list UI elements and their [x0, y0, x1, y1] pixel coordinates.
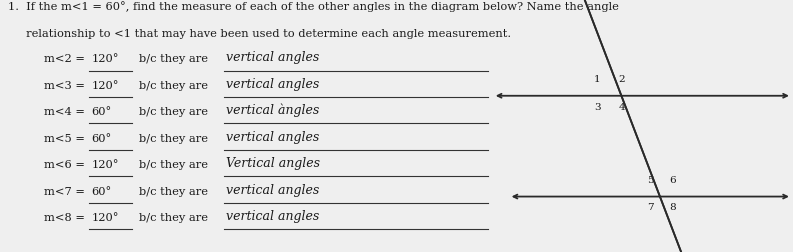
- Text: m<7 =: m<7 =: [44, 186, 88, 197]
- Text: m<3 =: m<3 =: [44, 81, 88, 91]
- Text: vertical angles: vertical angles: [226, 183, 320, 197]
- Text: 7: 7: [647, 203, 653, 212]
- Text: 60°: 60°: [91, 134, 112, 144]
- Text: Vertical angles: Vertical angles: [226, 157, 320, 170]
- Text: m<2 =: m<2 =: [44, 54, 88, 64]
- Text: m<8 =: m<8 =: [44, 213, 88, 223]
- Text: b/c they are: b/c they are: [139, 81, 208, 91]
- Text: 4: 4: [619, 103, 625, 112]
- Text: relationship to <1 that may have been used to determine each angle measurement.: relationship to <1 that may have been us…: [8, 29, 511, 39]
- Text: b/c they are: b/c they are: [139, 54, 208, 64]
- Text: 6: 6: [669, 176, 676, 185]
- Text: b/c they are: b/c they are: [139, 134, 208, 144]
- Text: b/c they are: b/c they are: [139, 213, 208, 223]
- Text: m<4 =: m<4 =: [44, 107, 88, 117]
- Text: 1.  If the m<1 = 60°, find the measure of each of the other angles in the diagra: 1. If the m<1 = 60°, find the measure of…: [8, 1, 619, 12]
- Text: m<6 =: m<6 =: [44, 160, 88, 170]
- Text: 60°: 60°: [91, 107, 112, 117]
- Text: 2: 2: [619, 75, 625, 84]
- Text: 5: 5: [647, 176, 653, 185]
- Text: 3: 3: [594, 103, 600, 112]
- Text: vertical angles: vertical angles: [226, 131, 320, 144]
- Text: b/c they are: b/c they are: [139, 160, 208, 170]
- Text: 8: 8: [669, 203, 676, 212]
- Text: vertical àngles: vertical àngles: [226, 104, 320, 117]
- Text: vertical angles: vertical angles: [226, 210, 320, 223]
- Text: vertical angles: vertical angles: [226, 78, 320, 91]
- Text: 1: 1: [594, 75, 600, 84]
- Text: m<5 =: m<5 =: [44, 134, 88, 144]
- Text: 120°: 120°: [91, 81, 119, 91]
- Text: b/c they are: b/c they are: [139, 107, 208, 117]
- Text: 120°: 120°: [91, 213, 119, 223]
- Text: 120°: 120°: [91, 160, 119, 170]
- Text: vertical angles: vertical angles: [226, 51, 320, 64]
- Text: 60°: 60°: [91, 186, 112, 197]
- Text: b/c they are: b/c they are: [139, 186, 208, 197]
- Text: 120°: 120°: [91, 54, 119, 64]
